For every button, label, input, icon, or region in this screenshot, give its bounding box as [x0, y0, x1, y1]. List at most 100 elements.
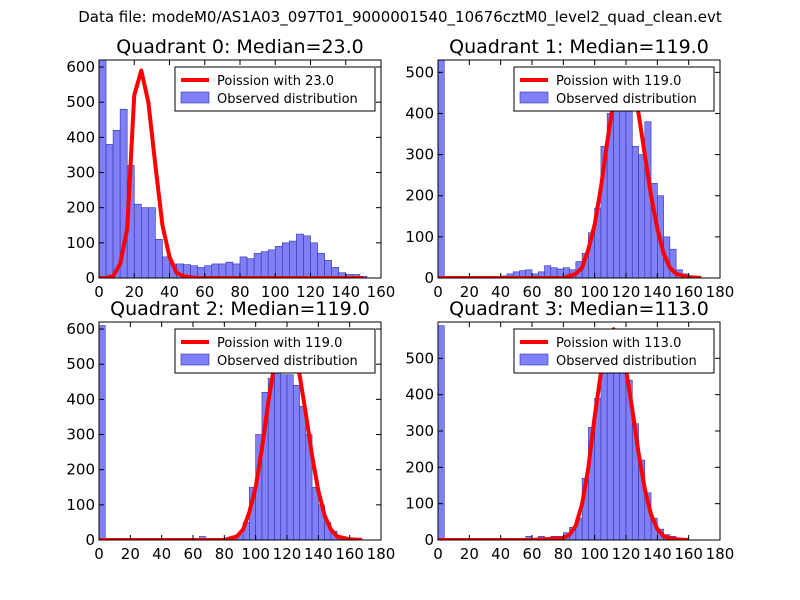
y-tick-label: 0 — [85, 269, 95, 287]
legend-label-observed: Observed distribution — [217, 92, 358, 107]
quadrant-2-chart: 0 20 40 60 80 100 120 140 160 1800100200300400500… — [66, 298, 395, 563]
histogram-bar — [155, 239, 163, 278]
quadrant-1-chart: 0 20 40 60 80 100 120 140 160 1800100200300400500… — [405, 36, 734, 301]
legend-label-observed: Observed distribution — [556, 354, 697, 369]
y-tick-label: 200 — [405, 458, 434, 476]
x-tick-label: 120 — [612, 545, 641, 563]
legend-bar-swatch — [180, 353, 210, 366]
x-tick-label: 180 — [706, 545, 735, 563]
y-tick-label: 500 — [66, 355, 95, 373]
x-tick-label: 80 — [230, 283, 249, 301]
x-tick-label: 140 — [643, 545, 672, 563]
histogram-bar — [274, 246, 283, 278]
figure-title: Data file: modeM0/AS1A03_097T01_90000015… — [78, 8, 722, 26]
histogram-bar — [613, 350, 621, 540]
histogram-bar — [286, 374, 294, 540]
x-tick-label: 140 — [331, 283, 360, 301]
x-tick-label: 140 — [643, 283, 672, 301]
y-tick-label: 300 — [66, 426, 95, 444]
y-tick-label: 400 — [66, 128, 95, 146]
y-tick-label: 0 — [424, 269, 434, 287]
y-tick-label: 200 — [66, 461, 95, 479]
histogram-bar — [133, 203, 142, 278]
x-tick-label: 160 — [674, 283, 703, 301]
x-tick-label: 120 — [273, 545, 302, 563]
histogram-bar — [99, 60, 107, 278]
histogram-bar — [274, 363, 282, 540]
histogram-bar — [148, 207, 156, 278]
plot-frame — [437, 59, 721, 279]
x-tick-label: 180 — [367, 545, 396, 563]
histogram-bar — [225, 261, 234, 278]
x-tick-label: 40 — [152, 545, 171, 563]
observed-bars — [438, 60, 696, 278]
y-tick-label: 100 — [66, 234, 95, 252]
y-tick-label: 400 — [66, 390, 95, 408]
chart-title: Quadrant 0: Median=23.0 — [116, 36, 364, 58]
chart-title: Quadrant 3: Median=113.0 — [449, 298, 709, 320]
y-tick-label: 400 — [405, 104, 434, 122]
legend-label-poisson: Poission with 119.0 — [217, 336, 342, 351]
x-tick-label: 20 — [121, 545, 140, 563]
x-tick-label: 160 — [335, 545, 364, 563]
histogram-bar — [211, 263, 220, 278]
x-tick-label: 60 — [522, 283, 541, 301]
x-tick-label: 180 — [706, 283, 735, 301]
histogram-bar — [299, 406, 307, 540]
histogram-bar — [246, 258, 255, 278]
y-tick-label: 300 — [405, 146, 434, 164]
chart-title: Quadrant 1: Median=119.0 — [449, 36, 709, 58]
histogram-bar — [253, 253, 262, 278]
y-tick-label: 200 — [66, 199, 95, 217]
x-tick-label: 0 — [433, 545, 443, 563]
y-tick-label: 0 — [85, 531, 95, 549]
legend-label-poisson: Poission with 23.0 — [217, 74, 334, 89]
histogram-bar — [281, 242, 290, 278]
legend-box — [174, 66, 376, 112]
histogram-bar — [292, 384, 300, 540]
poisson-line — [99, 68, 364, 278]
x-tick-label: 0 — [94, 283, 104, 301]
histogram-bar — [606, 350, 614, 540]
x-tick-label: 20 — [125, 283, 144, 301]
y-tick-label: 0 — [424, 531, 434, 549]
histogram-bar — [438, 325, 445, 540]
histogram-bar — [625, 109, 633, 278]
histogram-bar — [267, 249, 276, 278]
y-tick-label: 100 — [66, 496, 95, 514]
histogram-bar — [141, 207, 149, 278]
x-tick-label: 80 — [554, 283, 573, 301]
histogram-bar — [638, 154, 646, 278]
x-tick-label: 60 — [522, 545, 541, 563]
x-tick-label: 100 — [241, 545, 270, 563]
histogram-bar — [613, 88, 621, 278]
legend-bar-swatch — [519, 353, 549, 366]
x-tick-label: 120 — [296, 283, 325, 301]
x-tick-label: 60 — [183, 545, 202, 563]
y-tick-label: 200 — [405, 187, 434, 205]
y-tick-label: 100 — [405, 228, 434, 246]
legend-box — [513, 328, 715, 374]
y-tick-label: 500 — [66, 93, 95, 111]
histogram-bar — [218, 263, 227, 278]
histogram-bar — [303, 235, 311, 278]
y-tick-label: 300 — [405, 422, 434, 440]
x-tick-label: 40 — [491, 545, 510, 563]
histogram-bar — [260, 251, 269, 278]
legend-box — [513, 66, 715, 112]
histogram-bar — [438, 60, 445, 278]
x-tick-label: 40 — [160, 283, 179, 301]
y-tick-label: 400 — [405, 386, 434, 404]
histogram-bar — [631, 146, 639, 278]
legend-bar-swatch — [180, 91, 210, 104]
histogram-bar — [600, 372, 608, 540]
plot-frame — [98, 321, 382, 541]
x-tick-label: 0 — [94, 545, 104, 563]
x-tick-label: 20 — [460, 283, 479, 301]
histogram-bar — [296, 233, 304, 278]
legend-box — [174, 328, 376, 374]
x-tick-label: 60 — [195, 283, 214, 301]
legend-label-poisson: Poission with 113.0 — [556, 336, 681, 351]
y-tick-label: 600 — [66, 320, 95, 338]
x-tick-label: 100 — [580, 545, 609, 563]
